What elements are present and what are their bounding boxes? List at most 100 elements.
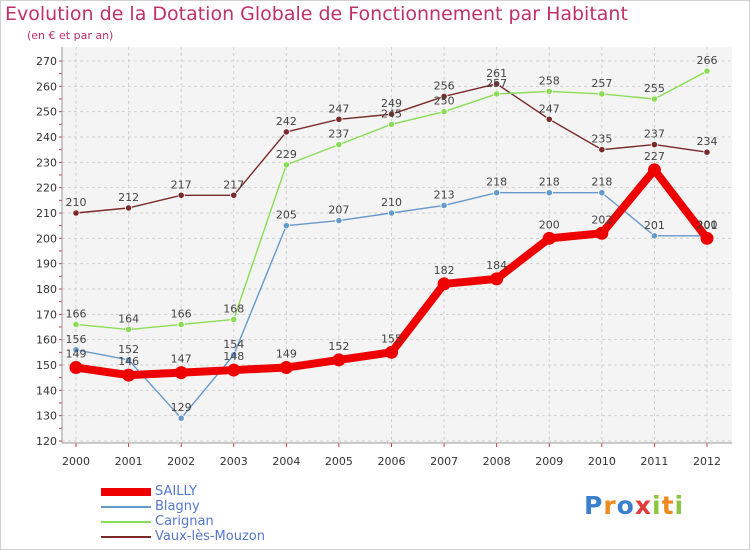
x-tick-label: 2012 — [693, 455, 721, 468]
data-label: 227 — [644, 150, 665, 163]
data-label: 237 — [644, 128, 665, 141]
y-tick-label: 160 — [36, 334, 57, 347]
data-point — [122, 368, 136, 382]
data-label: 205 — [276, 209, 297, 222]
data-label: 234 — [697, 135, 718, 148]
y-tick-label: 180 — [36, 283, 57, 296]
data-point — [72, 209, 80, 217]
data-label: 217 — [171, 178, 192, 191]
data-label: 156 — [66, 333, 87, 346]
x-tick-label: 2007 — [430, 455, 458, 468]
data-point — [124, 356, 133, 364]
data-point — [493, 189, 501, 197]
data-point — [230, 315, 238, 323]
data-point — [650, 95, 659, 103]
data-point — [598, 90, 606, 98]
data-point — [493, 90, 501, 98]
data-label: 155 — [381, 332, 402, 345]
legend-swatch — [101, 488, 151, 496]
data-point — [282, 128, 290, 136]
data-label: 245 — [381, 107, 402, 120]
chart-title: Evolution de la Dotation Globale de Fonc… — [5, 3, 628, 25]
data-point — [545, 115, 553, 123]
legend-swatch — [101, 536, 151, 538]
data-label: 218 — [539, 176, 560, 189]
data-point — [647, 163, 661, 177]
y-tick-label: 240 — [36, 131, 57, 144]
data-label: 261 — [486, 67, 507, 80]
data-point — [440, 108, 448, 116]
data-point — [72, 346, 80, 354]
data-point — [493, 80, 501, 88]
legend-swatch — [101, 521, 151, 523]
x-tick-label: 2004 — [272, 455, 300, 468]
data-point — [230, 351, 238, 359]
x-tick-label: 2005 — [325, 455, 353, 468]
logo-letter: t — [661, 491, 675, 520]
data-label: 210 — [66, 196, 87, 209]
data-label: 229 — [276, 148, 297, 161]
data-label: 217 — [223, 178, 244, 191]
logo-letter: i — [652, 491, 662, 520]
data-label: 201 — [644, 219, 665, 232]
legend-label: Blagny — [155, 499, 200, 514]
data-label: 166 — [66, 307, 87, 320]
y-tick-label: 140 — [36, 384, 57, 397]
data-point — [335, 141, 343, 149]
data-point — [124, 325, 133, 334]
data-label: 200 — [697, 218, 718, 231]
data-point — [490, 272, 504, 286]
data-label: 184 — [486, 259, 507, 272]
data-point — [703, 67, 711, 75]
x-tick-label: 2008 — [483, 455, 511, 468]
data-point — [387, 120, 396, 128]
data-point — [72, 320, 80, 329]
logo-letter: i — [674, 491, 685, 520]
x-tick-label: 2001 — [115, 455, 143, 468]
data-point — [650, 232, 659, 240]
data-point — [335, 115, 343, 123]
y-tick-label: 250 — [36, 106, 57, 119]
data-point — [542, 231, 556, 245]
data-point — [177, 414, 185, 422]
data-point — [598, 189, 606, 197]
logo-letter: x — [634, 491, 652, 520]
legend-swatch — [101, 506, 151, 508]
y-tick-label: 260 — [36, 80, 57, 93]
data-point — [440, 92, 448, 101]
data-label: 250 — [434, 95, 455, 108]
data-label: 168 — [223, 302, 244, 315]
y-tick-label: 270 — [36, 55, 57, 68]
data-point — [545, 87, 553, 96]
data-label: 149 — [66, 348, 87, 361]
data-point — [174, 366, 188, 380]
data-label: 247 — [539, 102, 560, 115]
data-label: 237 — [328, 128, 349, 141]
data-label: 152 — [118, 343, 139, 356]
data-point — [332, 353, 346, 367]
data-point — [124, 204, 133, 212]
x-tick-label: 2000 — [62, 455, 90, 468]
data-label: 257 — [591, 77, 612, 90]
data-point — [335, 217, 343, 225]
data-point — [177, 320, 185, 329]
data-label: 147 — [171, 353, 192, 366]
data-point — [650, 141, 659, 149]
x-tick-label: 2009 — [535, 455, 563, 468]
legend-label: Carignan — [155, 514, 214, 529]
data-label: 146 — [118, 355, 139, 368]
x-tick-label: 2006 — [378, 455, 406, 468]
data-point — [177, 191, 185, 199]
x-tick-label: 2002 — [167, 455, 195, 468]
data-point — [227, 363, 241, 377]
data-label: 207 — [328, 204, 349, 217]
data-point — [387, 209, 396, 217]
data-point — [69, 361, 83, 375]
x-tick-label: 2011 — [640, 455, 668, 468]
data-label: 249 — [381, 97, 402, 110]
y-tick-label: 200 — [36, 232, 57, 245]
x-tick-label: 2003 — [220, 455, 248, 468]
data-point — [595, 226, 609, 240]
